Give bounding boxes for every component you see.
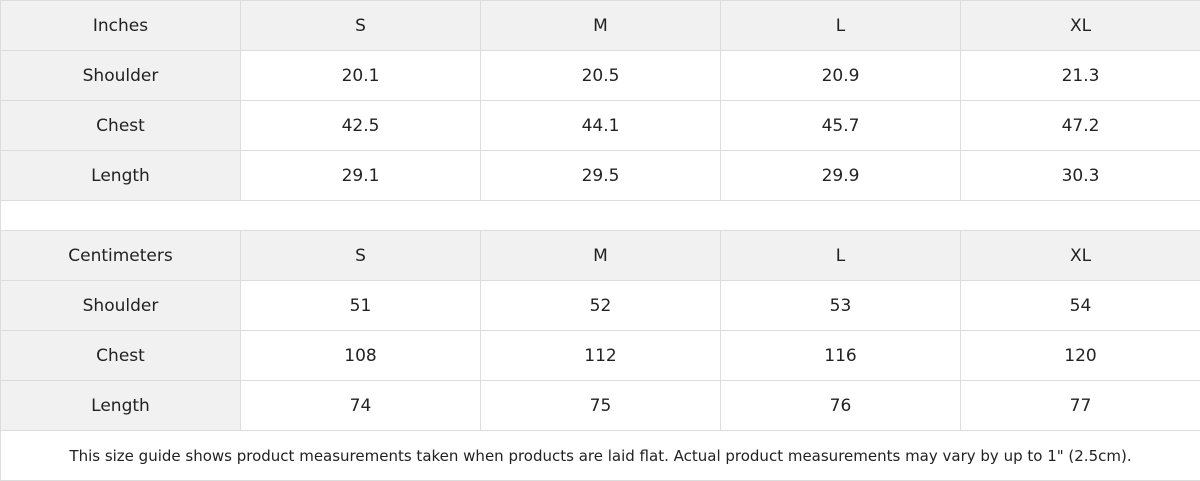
measurement-value: 45.7 (721, 101, 961, 151)
measurement-value: 20.5 (481, 51, 721, 101)
spacer (1, 201, 1200, 231)
measurement-value: 74 (241, 381, 481, 431)
measurement-label: Chest (1, 101, 241, 151)
measurement-label: Chest (1, 331, 241, 381)
measurement-value: 116 (721, 331, 961, 381)
size-header: M (481, 231, 721, 281)
measurement-value: 120 (961, 331, 1200, 381)
size-header: XL (961, 231, 1200, 281)
measurement-label: Shoulder (1, 51, 241, 101)
measurement-value: 54 (961, 281, 1200, 331)
measurement-value: 44.1 (481, 101, 721, 151)
size-header: L (721, 231, 961, 281)
measurement-value: 21.3 (961, 51, 1200, 101)
measurement-value: 30.3 (961, 151, 1200, 201)
spacer-row (1, 201, 1200, 231)
measurement-value: 75 (481, 381, 721, 431)
size-header: S (241, 231, 481, 281)
size-header: S (241, 1, 481, 51)
size-header: L (721, 1, 961, 51)
measurement-value: 76 (721, 381, 961, 431)
size-guide-note: This size guide shows product measuremen… (1, 431, 1200, 481)
measurement-value: 29.1 (241, 151, 481, 201)
measurement-value: 53 (721, 281, 961, 331)
measurement-label: Length (1, 151, 241, 201)
note-row: This size guide shows product measuremen… (1, 431, 1200, 481)
measurement-label: Length (1, 381, 241, 431)
measurement-value: 20.9 (721, 51, 961, 101)
size-header: XL (961, 1, 1200, 51)
measurement-value: 52 (481, 281, 721, 331)
size-header: M (481, 1, 721, 51)
measurement-value: 51 (241, 281, 481, 331)
unit-header: Centimeters (1, 231, 241, 281)
measurement-value: 29.5 (481, 151, 721, 201)
measurement-label: Shoulder (1, 281, 241, 331)
measurement-value: 20.1 (241, 51, 481, 101)
unit-header: Inches (1, 1, 241, 51)
measurement-value: 77 (961, 381, 1200, 431)
measurement-value: 112 (481, 331, 721, 381)
measurement-value: 108 (241, 331, 481, 381)
measurement-value: 29.9 (721, 151, 961, 201)
measurement-value: 47.2 (961, 101, 1200, 151)
measurement-value: 42.5 (241, 101, 481, 151)
